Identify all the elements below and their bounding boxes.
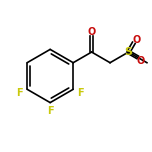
Text: F: F [47,106,54,116]
Text: O: O [136,56,145,66]
Text: F: F [77,88,84,98]
Text: O: O [88,27,96,36]
Text: O: O [132,35,141,45]
Text: S: S [124,47,133,57]
Text: F: F [17,88,23,98]
